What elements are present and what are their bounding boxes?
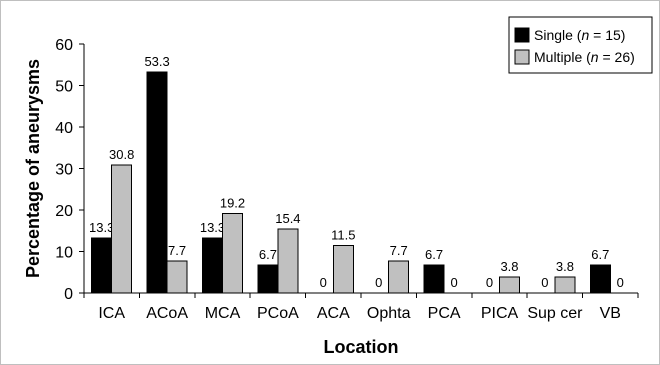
data-label: 53.3 bbox=[144, 54, 169, 69]
data-label: 0 bbox=[450, 275, 457, 290]
x-tick-label: Sup cer bbox=[527, 305, 583, 322]
bar-single bbox=[202, 237, 223, 294]
data-label: 0 bbox=[617, 275, 624, 290]
y-tick-label: 30 bbox=[55, 162, 73, 179]
legend-label: Multiple (n = 26) bbox=[534, 49, 635, 65]
data-label: 0 bbox=[320, 275, 327, 290]
y-tick-label: 0 bbox=[64, 286, 73, 303]
y-tick-label: 20 bbox=[55, 203, 73, 220]
data-label: 13.3 bbox=[200, 220, 225, 235]
bar-single bbox=[91, 237, 113, 294]
x-tick-label: PCoA bbox=[257, 305, 299, 322]
y-axis-title: Percentage of aneurysms bbox=[23, 59, 43, 278]
data-label: 0 bbox=[375, 275, 382, 290]
legend-label: Single (n = 15) bbox=[534, 27, 625, 43]
y-tick-label: 10 bbox=[55, 245, 73, 262]
x-tick-label: Ophta bbox=[367, 305, 411, 322]
data-label: 6.7 bbox=[259, 247, 277, 262]
data-label: 11.5 bbox=[331, 227, 355, 242]
data-label: 3.8 bbox=[556, 259, 574, 274]
x-tick-label: PICA bbox=[481, 305, 519, 322]
x-tick-label: PCA bbox=[428, 305, 461, 322]
bar-single bbox=[146, 71, 168, 294]
bar-multiple bbox=[277, 228, 299, 294]
x-tick-label: MCA bbox=[205, 305, 241, 322]
data-label: 19.2 bbox=[220, 195, 245, 210]
data-label: 3.8 bbox=[500, 259, 518, 274]
x-tick-label: ACoA bbox=[146, 305, 188, 322]
data-label: 30.8 bbox=[109, 147, 134, 162]
x-tick-label: ACA bbox=[317, 305, 350, 322]
bar-multiple bbox=[554, 276, 576, 294]
legend: Single (n = 15) Multiple (n = 26) bbox=[508, 16, 653, 74]
bar-multiple bbox=[332, 244, 354, 294]
x-tick-label: ICA bbox=[98, 305, 125, 322]
bar-multiple bbox=[166, 260, 188, 294]
bar-multiple bbox=[222, 212, 243, 294]
data-label: 13.3 bbox=[89, 220, 114, 235]
data-label: 15.4 bbox=[275, 211, 300, 226]
y-tick-label: 50 bbox=[55, 79, 73, 96]
y-tick-label: 40 bbox=[55, 120, 73, 137]
bar-single bbox=[257, 264, 279, 294]
data-label: 0 bbox=[486, 275, 493, 290]
data-label: 0 bbox=[541, 275, 548, 290]
bar-single bbox=[589, 264, 611, 294]
bar-multiple bbox=[499, 276, 520, 294]
data-label: 6.7 bbox=[425, 247, 443, 262]
legend-swatch bbox=[514, 27, 530, 43]
legend-swatch bbox=[514, 49, 530, 65]
data-label: 6.7 bbox=[591, 247, 609, 262]
legend-box bbox=[508, 16, 653, 74]
bar-single bbox=[423, 264, 445, 294]
bar-multiple bbox=[111, 164, 133, 294]
data-label: 7.7 bbox=[168, 243, 186, 258]
bar-multiple bbox=[388, 260, 410, 294]
data-label: 7.7 bbox=[390, 243, 408, 258]
y-tick-label: 60 bbox=[55, 37, 73, 54]
x-tick-label: VB bbox=[600, 305, 621, 322]
x-axis-title: Location bbox=[324, 337, 399, 357]
